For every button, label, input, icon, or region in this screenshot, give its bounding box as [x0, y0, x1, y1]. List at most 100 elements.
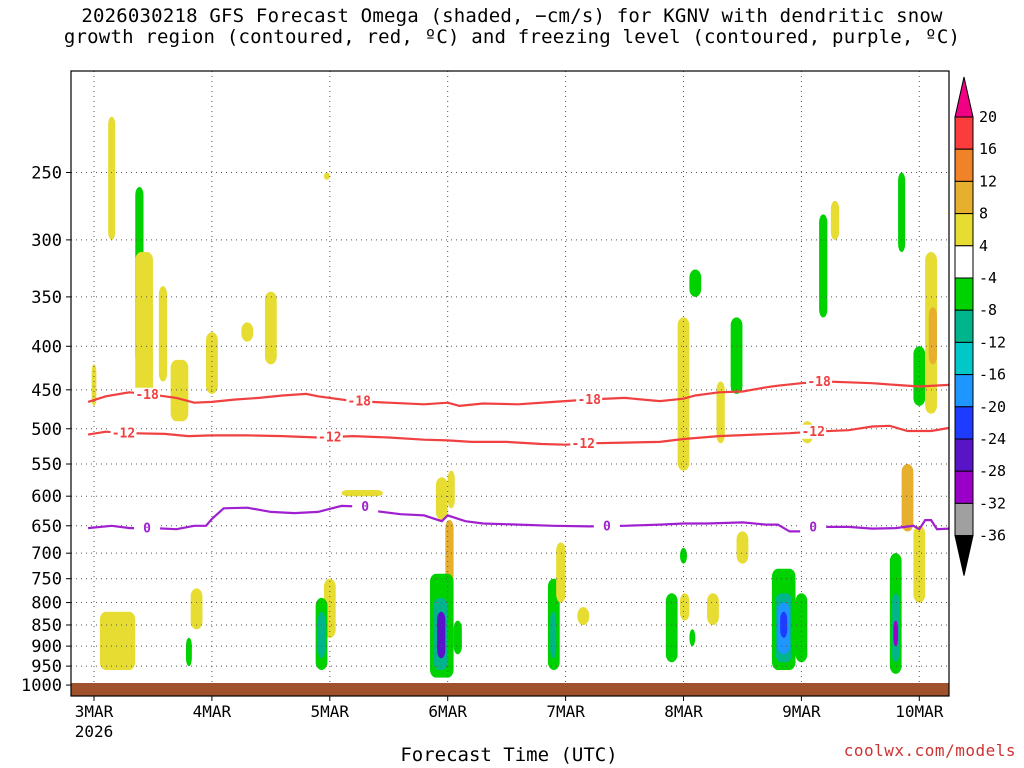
contour-label: 0	[603, 519, 611, 534]
colorbar-level-label: -32	[979, 494, 1006, 512]
omega-region	[170, 359, 189, 422]
colorbar-swatch	[954, 148, 974, 182]
omega-region	[716, 381, 725, 444]
omega-region	[158, 286, 168, 382]
y-tick-label: 750	[31, 570, 62, 590]
omega-region	[185, 637, 192, 667]
gridlines	[71, 71, 949, 696]
colorbar-swatch	[954, 470, 974, 504]
temperature-contours: -18 -18 -18 -18 -12 -12 -12 -12 0 0 0 0	[87, 374, 949, 537]
y-tick-label: 1000	[21, 676, 62, 696]
contour-label: 0	[361, 500, 369, 515]
omega-region	[135, 252, 153, 398]
colorbar-swatch	[954, 502, 974, 537]
contour-label-bg	[352, 499, 379, 514]
contour-line-0	[87, 504, 949, 533]
colorbar-legend: 20 16 12 8 4 -4 -8 -12 -16 -20 -24 -28 -32 -36	[954, 76, 1006, 576]
y-tick-label: 800	[31, 594, 62, 614]
y-tick-label: 900	[31, 637, 62, 657]
colorbar-swatch	[954, 309, 974, 343]
omega-region	[437, 611, 446, 659]
omega-region	[780, 611, 788, 638]
omega-region	[677, 317, 690, 471]
contour-label-bg	[134, 521, 161, 536]
contour-label-bg	[346, 394, 373, 409]
omega-region	[901, 464, 914, 532]
omega-region	[447, 470, 455, 509]
y-tick-label: 550	[31, 455, 62, 475]
y-tick-label: 300	[31, 231, 62, 251]
y-tick-label: 700	[31, 544, 62, 564]
omega-region	[323, 172, 330, 180]
omega-region	[730, 317, 743, 394]
x-tick-label: 8MAR	[664, 702, 703, 721]
colorbar-swatch	[954, 245, 974, 279]
colorbar-top-arrow	[954, 76, 974, 118]
omega-region	[264, 291, 277, 365]
omega-region	[928, 307, 937, 365]
contour-label: -18	[807, 375, 831, 390]
colorbar-level-label: -4	[979, 269, 997, 287]
contour-label-bg	[806, 374, 833, 389]
colorbar-bottom-arrow	[954, 535, 974, 576]
x-tick-label: 5MAR	[311, 702, 350, 721]
y-tick-label: 650	[31, 517, 62, 537]
omega-region	[190, 588, 203, 630]
omega-region	[689, 269, 702, 297]
omega-region	[556, 542, 566, 603]
contour-label-bg	[316, 429, 343, 444]
chart-title-line-1: 2026030218 GFS Forecast Omega (shaded, −…	[81, 5, 943, 27]
colorbar-level-label: 4	[979, 237, 988, 255]
omega-region	[206, 332, 218, 394]
y-tick-label: 250	[31, 163, 62, 183]
contour-label: -12	[801, 425, 824, 440]
omega-region	[665, 593, 678, 663]
credit-watermark: coolwx.com/models	[843, 741, 1016, 760]
contour-label-bg	[134, 387, 161, 402]
colorbar-level-label: -28	[979, 462, 1006, 480]
colorbar-swatch	[954, 213, 974, 247]
omega-region	[99, 611, 136, 670]
contour-label: -18	[577, 393, 601, 408]
colorbar-level-label: -16	[979, 366, 1006, 384]
omega-region	[679, 547, 688, 564]
omega-region	[898, 172, 906, 253]
chart-title: 2026030218 GFS Forecast Omega (shaded, −…	[0, 6, 1024, 48]
omega-region	[893, 620, 899, 647]
omega-region	[318, 611, 326, 659]
contour-line--18	[87, 380, 949, 408]
y-tick-label: 500	[31, 420, 62, 440]
colorbar-level-label: -8	[979, 301, 997, 319]
omega-region	[445, 520, 454, 584]
x-tick-label: 6MAR	[428, 702, 467, 721]
omega-region	[435, 477, 448, 521]
y-tick-label: 600	[31, 487, 62, 507]
contour-label-bg	[576, 392, 603, 407]
y-tick-label: 850	[31, 616, 62, 636]
colorbar-level-label: -12	[979, 333, 1006, 351]
contour-label: 0	[809, 520, 817, 535]
colorbar-swatch	[954, 438, 974, 472]
contour-label-bg	[570, 436, 597, 451]
colorbar-swatch	[954, 406, 974, 440]
colorbar-swatch	[954, 277, 974, 311]
omega-region	[241, 322, 254, 342]
omega-region	[91, 364, 97, 406]
contour-label-bg	[593, 518, 620, 533]
colorbar-swatch	[954, 116, 974, 150]
omega-region	[736, 531, 749, 564]
omega-region	[577, 607, 590, 625]
x-tick-sublabel: 2026	[75, 722, 114, 741]
y-tick-label: 400	[31, 337, 62, 357]
colorbar-level-label: 12	[979, 172, 997, 190]
x-axis-title: Forecast Time (UTC)	[400, 744, 618, 766]
y-axis-pressure: 2503003504004505005506006507007508008509…	[21, 163, 71, 696]
omega-region	[913, 525, 926, 603]
omega-region	[679, 593, 690, 621]
y-tick-label: 450	[31, 381, 62, 401]
contour-label-bg	[800, 519, 827, 534]
y-tick-label: 950	[31, 657, 62, 677]
colorbar-swatch	[954, 374, 974, 408]
colorbar-level-label: 8	[979, 205, 988, 223]
